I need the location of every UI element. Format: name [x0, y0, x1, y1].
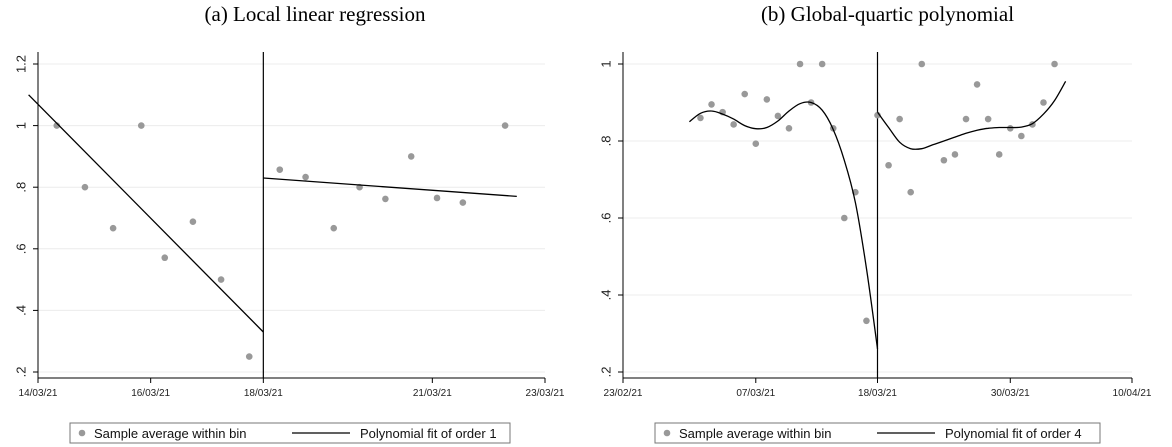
data-point: [382, 195, 389, 203]
data-point: [137, 122, 145, 129]
data-point: [1006, 124, 1014, 132]
x-tick-label: 07/03/21: [736, 388, 775, 399]
y-tick-label: .2: [13, 367, 28, 378]
x-tick-label: 23/03/21: [526, 388, 565, 399]
x-tick-label: 10/04/21: [1113, 388, 1152, 399]
data-point: [1040, 99, 1047, 106]
y-tick-label: .4: [598, 290, 613, 301]
data-point: [796, 60, 804, 68]
data-point: [940, 156, 948, 164]
x-tick-label: 16/03/21: [131, 388, 170, 399]
data-point: [841, 214, 848, 222]
data-point: [984, 115, 992, 123]
panel-a: .2 .4 .6 .8 1 1.2 14/03/21 16/03/21 18/03/21 21/0…: [13, 52, 565, 444]
legend-label-line: Polynomial fit of order 4: [945, 426, 1082, 441]
data-point: [217, 276, 225, 283]
legend-label-scatter: Sample average within bin: [679, 426, 831, 441]
fit-line: [263, 177, 517, 198]
y-tick-label: .4: [13, 305, 28, 316]
data-point: [245, 353, 253, 360]
data-point: [433, 194, 441, 202]
data-point: [1018, 132, 1025, 140]
legend-box: [69, 422, 511, 444]
data-point: [501, 122, 509, 129]
x-tick-label: 23/02/21: [604, 388, 643, 399]
data-point: [763, 96, 771, 103]
fit-line: [28, 94, 264, 333]
data-point: [818, 60, 826, 68]
data-point: [1051, 60, 1058, 68]
fit-line: [688, 101, 879, 349]
data-point: [962, 115, 970, 123]
y-tick-label: .6: [13, 243, 28, 254]
data-point: [161, 254, 169, 262]
x-tick-label: 14/03/21: [19, 388, 58, 399]
legend-label-line: Polynomial fit of order 1: [360, 426, 497, 441]
x-tick-label: 30/03/21: [991, 388, 1030, 399]
y-tick-label: .8: [13, 182, 28, 193]
data-point: [459, 199, 467, 206]
data-point: [863, 317, 870, 325]
y-tick-label: 1: [13, 122, 28, 129]
x-tick-label: 18/03/21: [858, 388, 897, 399]
data-point: [53, 122, 61, 129]
data-point: [81, 183, 89, 191]
data-point: [896, 115, 903, 123]
data-point: [885, 161, 892, 169]
data-point: [907, 188, 914, 196]
x-tick-label: 18/03/21: [244, 388, 283, 399]
data-point: [995, 151, 1003, 158]
y-tick-label: .2: [598, 367, 613, 378]
data-point: [973, 81, 981, 88]
legend-marker-scatter: [78, 429, 86, 437]
data-point: [918, 60, 926, 68]
panel-b: .2 .4 .6 .8 1 23/02/21 07/03/21 18/03/21 30/03/2…: [598, 52, 1152, 444]
legend-label-scatter: Sample average within bin: [94, 426, 246, 441]
data-point: [774, 112, 782, 120]
data-point: [741, 90, 749, 98]
data-point: [407, 153, 415, 160]
data-point: [752, 140, 760, 147]
y-tick-label: 1: [598, 60, 613, 67]
data-point: [276, 166, 284, 173]
data-point: [189, 218, 197, 225]
data-point: [951, 151, 959, 158]
data-point: [785, 124, 793, 132]
y-tick-label: 1.2: [13, 55, 28, 73]
fit-line: [876, 80, 1067, 150]
x-tick-label: 21/03/21: [413, 388, 452, 399]
data-point: [697, 114, 704, 122]
data-point: [109, 224, 117, 232]
data-point: [730, 121, 737, 128]
panel-a-title: (a) Local linear regression: [204, 2, 426, 26]
panel-b-title: (b) Global-quartic polynomial: [760, 2, 1015, 26]
data-point: [302, 173, 309, 181]
y-tick-label: .8: [598, 136, 613, 147]
y-tick-label: .6: [598, 213, 613, 224]
legend-marker-scatter: [663, 429, 671, 437]
data-point: [708, 101, 715, 108]
data-point: [330, 224, 338, 232]
